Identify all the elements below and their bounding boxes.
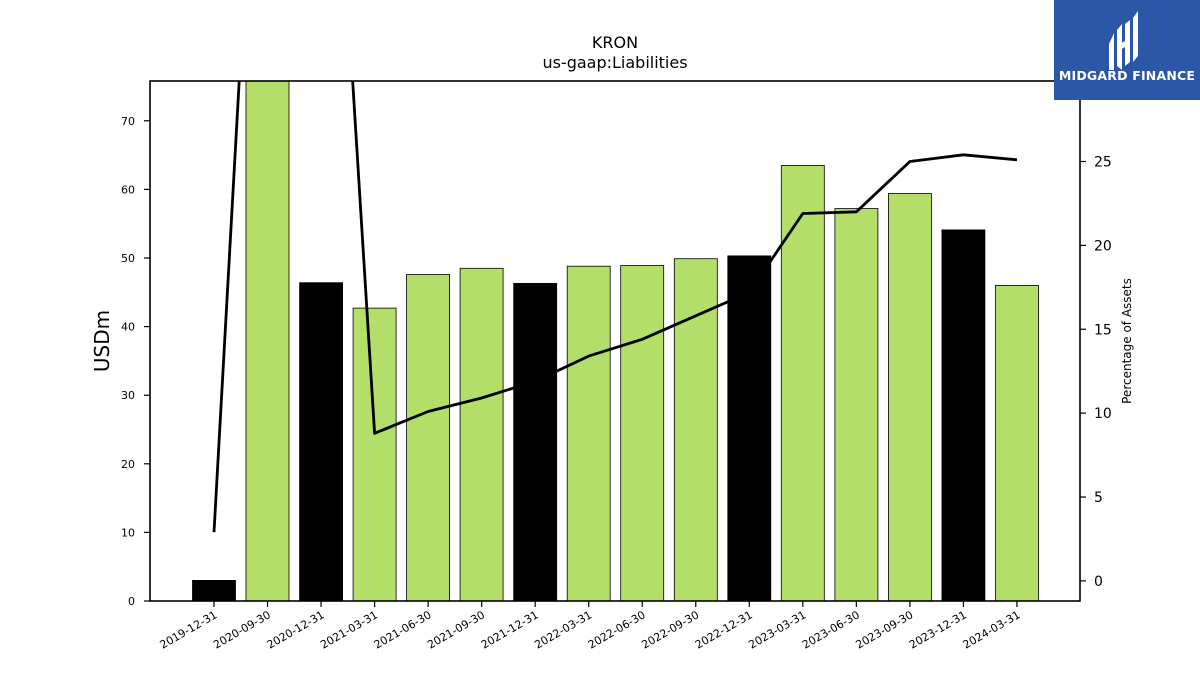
bar [566,265,611,601]
x-tick-label: 2023-12-31 [907,608,969,651]
x-tick-label: 2021-09-30 [425,608,487,651]
y2-tick-label: 20 [1094,238,1112,254]
brand-name: MIDGARD FINANCE [1058,68,1196,83]
series-line [212,81,1018,533]
y-tick-label: 10 [121,526,135,539]
y-tick-label: 40 [121,321,135,334]
y-tick-label: 30 [121,389,135,402]
bars-group [192,81,1039,601]
x-tick-label: 2023-09-30 [854,608,916,651]
x-tick-label: 2023-03-31 [746,608,808,651]
x-tick-label: 2021-12-31 [479,608,541,651]
y2-tick-label: 5 [1094,490,1103,506]
y-axis-label: USDm [90,310,114,372]
y2-tick-label: 10 [1094,406,1112,422]
bar [941,229,986,601]
bar [780,164,825,601]
bar [888,193,932,601]
bar [352,307,397,601]
y2-axis-label: Percentage of Assets [1120,278,1134,404]
line-group [212,81,1018,533]
bar [192,580,236,601]
bar [727,255,772,601]
bar [459,267,504,601]
x-tick-label: 2019-12-31 [158,608,220,651]
x-tick-label: 2022-06-30 [586,608,648,651]
y-tick-label: 0 [128,595,135,608]
y-tick-label: 60 [121,183,135,196]
chart-title: KRON [592,33,638,52]
x-tick-label: 2023-06-30 [800,608,862,651]
x-tick-label: 2022-03-31 [532,608,594,651]
chart-subtitle: us-gaap:Liabilities [542,53,687,72]
bar [995,284,1039,601]
y2-tick-label: 25 [1094,155,1112,171]
x-tick-label: 2022-12-31 [693,608,755,651]
x-tick-label: 2022-09-30 [639,608,701,651]
y-tick-label: 20 [121,458,135,471]
bar [299,282,344,601]
y-tick-label: 70 [121,115,135,128]
bar [834,208,879,601]
bar [620,265,665,601]
x-tick-label: 2020-12-31 [265,608,327,651]
y2-tick-label: 0 [1094,574,1103,590]
bar [245,81,290,601]
brand-logo: MIDGARD FINANCE [1054,0,1200,100]
x-tick-label: 2024-03-31 [961,608,1023,651]
bar [406,274,451,601]
y-tick-label: 50 [121,252,135,265]
bar [513,282,558,601]
x-tick-label: 2021-03-31 [318,608,380,651]
x-tick-label: 2020-09-30 [211,608,273,651]
plot-frame [149,80,1081,602]
x-tick-label: 2021-06-30 [372,608,434,651]
y2-tick-label: 15 [1094,322,1112,338]
midgard-m-logo-icon [1109,11,1138,70]
